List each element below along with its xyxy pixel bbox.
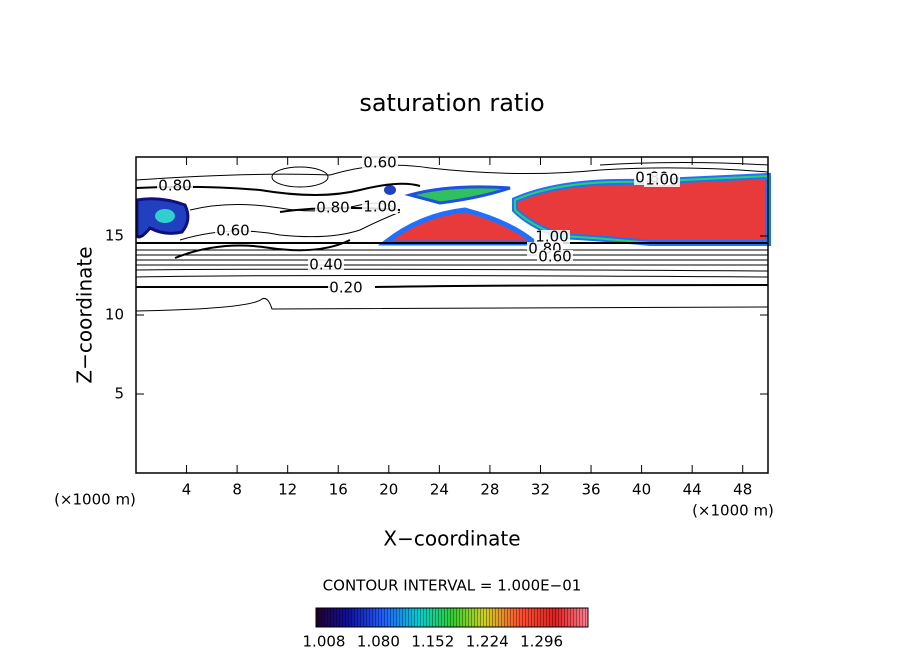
contour-label-bg [362, 156, 398, 170]
colorbar-stripes [316, 608, 588, 627]
x-tick-label: 48 [733, 481, 752, 499]
y-unit-label: (×1000 m) [54, 491, 136, 509]
contour-line [174, 239, 351, 259]
contour-label: 1.00 [363, 198, 396, 216]
contour-label-bg [644, 173, 680, 187]
y-tick-label: 10 [105, 306, 124, 324]
contour-label: 0.60 [216, 222, 249, 240]
contour-line [135, 164, 769, 181]
region-edge [514, 174, 769, 244]
contour-label: 0.40 [309, 256, 342, 274]
colorbar-tick-label: 1.080 [357, 633, 400, 651]
contour-line [271, 166, 329, 188]
contour-label: 1.00 [645, 171, 678, 189]
x-tick-label: 24 [430, 481, 449, 499]
contour-label-bg [537, 250, 573, 264]
colorbar-tick-label: 1.008 [303, 633, 346, 651]
x-tick-label: 32 [531, 481, 550, 499]
x-tick-label: 28 [480, 481, 499, 499]
contour-line [135, 249, 769, 278]
contour-label-bg [215, 224, 251, 238]
x-tick-label: 4 [182, 481, 192, 499]
contour-label: 0.80 [316, 199, 349, 217]
contour-label: 0.60 [538, 248, 571, 266]
field-shading [135, 172, 771, 246]
blob [155, 209, 175, 223]
y-axis-label: Z−coordinate [73, 246, 97, 383]
x-axis-label: X−coordinate [383, 527, 520, 551]
contour-label-bg [534, 230, 570, 244]
colorbar-tick-label: 1.224 [466, 633, 509, 651]
y-tick-label: 15 [105, 227, 124, 245]
contour-label-bg [315, 201, 351, 215]
colorbar-tick-label: 1.152 [411, 633, 454, 651]
contour-line [135, 298, 769, 312]
y-tick-label: 5 [114, 385, 124, 403]
x-tick-label: 40 [632, 481, 651, 499]
x-tick-label: 44 [683, 481, 702, 499]
supersaturated-region [377, 207, 542, 246]
contour-line [599, 162, 769, 166]
chart-title: saturation ratio [359, 89, 544, 117]
contour-label-bg [157, 179, 193, 193]
contour-label: 0.60 [363, 154, 396, 172]
x-tick-label: 36 [581, 481, 600, 499]
contour-label-bg [308, 258, 344, 272]
x-tick-label: 20 [379, 481, 398, 499]
blob [384, 185, 396, 195]
x-tick-label: 8 [232, 481, 242, 499]
contour-interval: CONTOUR INTERVAL = 1.000E−01 [323, 577, 582, 595]
contour-label: 1.00 [535, 228, 568, 246]
contour-label-bg [328, 281, 364, 295]
contour-label: 0.80 [158, 177, 191, 195]
region-edge [404, 185, 511, 205]
contour-line [136, 284, 769, 288]
contour-label-bg [362, 200, 398, 214]
x-tick-label: 16 [329, 481, 348, 499]
x-unit-label: (×1000 m) [692, 502, 774, 520]
x-tick-label: 12 [278, 481, 297, 499]
contour-label: 0.20 [329, 279, 362, 297]
colorbar-tick-label: 1.296 [520, 633, 563, 651]
